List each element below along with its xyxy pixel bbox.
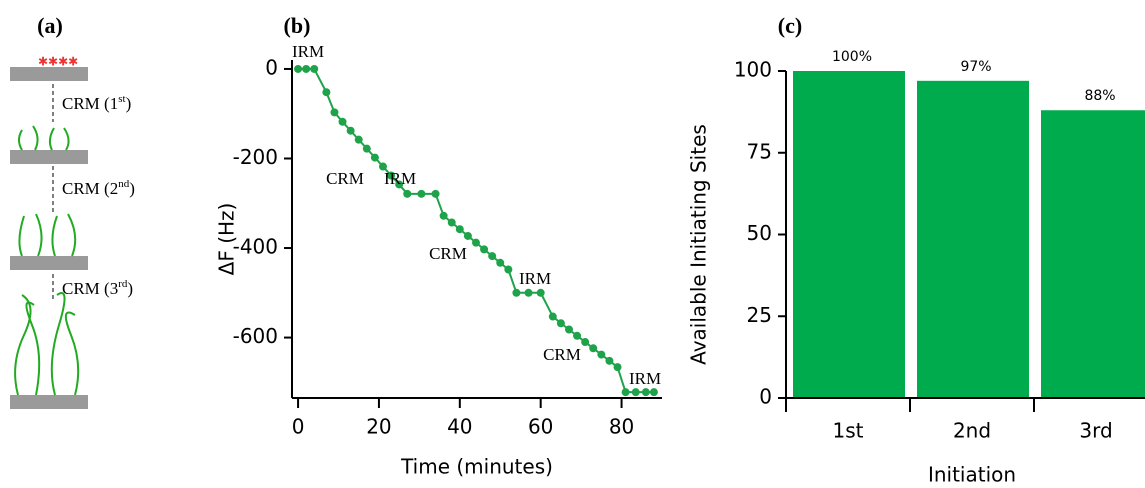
data-point [488,252,497,261]
data-point [354,135,363,144]
x-tick-label: 0 [292,415,305,439]
substrate [10,67,88,81]
data-point [597,350,606,359]
data-point [589,344,598,353]
y-tick-label: -200 [233,145,278,169]
step-label: CRM (2nd) [62,178,135,198]
data-point [641,388,650,397]
x-axis-label: Initiation [928,463,1016,487]
chains [18,213,77,257]
data-point [395,180,404,189]
x-tick-label: 3rd [1079,419,1112,443]
bar [917,80,1029,398]
substrate [10,150,88,164]
data-point [403,189,412,198]
y-tick-label: 75 [747,139,772,163]
data-point [631,388,640,397]
data-point [613,363,622,372]
data-point [524,288,533,297]
value-label: 88% [1084,88,1115,104]
data-point [496,258,505,267]
data-point [463,231,472,240]
data-point [471,238,480,247]
x-tick-label: 80 [609,415,634,439]
step-label: CRM (1st) [62,93,131,113]
data-point [294,64,303,73]
data-point [581,338,590,347]
x-tick-label: 60 [528,415,553,439]
annotation: CRM [326,169,364,188]
y-axis-label: ΔF (Hz) [215,203,239,276]
panel-label: (a) [37,13,63,38]
data-point [346,126,355,135]
data-point [387,171,396,180]
data-point [605,356,614,365]
y-tick-label: -400 [233,235,278,259]
bar [1041,110,1145,399]
data-point [447,218,456,227]
substrate [10,395,88,409]
chains [14,292,80,396]
chains [18,125,70,151]
data-point [330,108,339,117]
annotation: IRM [384,169,416,188]
data-point [378,162,387,171]
data-point [417,189,426,198]
y-axis-label: Available Initiating Sites [687,124,711,365]
data-point [536,288,545,297]
annotation: CRM [543,345,581,364]
value-label: 97% [960,59,991,75]
bar [793,71,905,398]
schematic: ✱✱✱✱ [10,55,88,409]
data-point [370,153,379,162]
data-point [439,211,448,220]
y-tick-label: 50 [747,221,772,245]
data-point [322,88,331,97]
data-point [548,312,557,321]
step-label: CRM (3rd) [62,278,133,298]
data-point [556,319,565,328]
data-point [455,225,464,234]
substrate [10,256,88,270]
panel-label: (c) [778,13,802,38]
x-tick-label: 1st [833,419,864,443]
data-point [504,265,513,274]
data-point [302,64,311,73]
data-line [298,67,654,394]
y-tick-label: 100 [734,58,772,82]
y-tick-label: 25 [747,303,772,327]
annotation: IRM [519,269,551,288]
data-point [512,288,521,297]
x-tick-label: 2nd [953,419,991,443]
data-point [564,325,573,334]
data-point [573,331,582,340]
annotation: CRM [429,244,467,263]
annotation: IRM [292,42,324,61]
y-tick-label: 0 [265,55,278,79]
data-point [431,189,440,198]
data-point [310,64,319,73]
data-point [649,388,658,397]
panel-label: (b) [284,13,311,38]
data-point [338,117,347,126]
data-point [480,245,489,254]
value-label: 100% [832,49,872,65]
initiator: ✱✱✱✱ [38,55,78,69]
y-tick-label: 0 [759,385,772,409]
annotation: IRM [629,369,661,388]
x-tick-label: 20 [366,415,391,439]
y-tick-label: -600 [233,324,278,348]
data-point [621,388,630,397]
data-point [362,144,371,153]
x-axis-label: Time (minutes) [400,455,553,479]
x-tick-label: 40 [447,415,472,439]
